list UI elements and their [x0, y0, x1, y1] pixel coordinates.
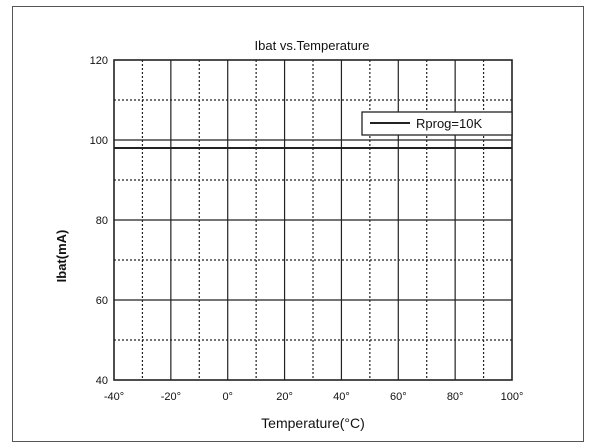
x-tick-label: 40° [333, 391, 350, 403]
x-tick-label: 20° [276, 391, 293, 403]
plot-border [113, 59, 513, 381]
x-tick-label: -20° [161, 391, 181, 403]
y-tick-labels: 40 60 80 100 120 [90, 55, 108, 387]
chart-frame [12, 6, 584, 442]
legend: Rprog=10K [361, 111, 513, 136]
x-tick-label: 60° [390, 391, 407, 403]
x-tick-labels: -40° -20° 0° 20° 40° 60° 80° 100° [104, 391, 524, 403]
y-tick-label: 60 [96, 295, 108, 307]
grid-layer [114, 60, 512, 380]
y-tick-label: 100 [90, 135, 108, 147]
legend-box [361, 111, 513, 136]
y-tick-label: 80 [96, 215, 108, 227]
y-axis-label: Ibat(mA) [54, 230, 69, 283]
x-tick-label: 0° [222, 391, 233, 403]
chart-title: Ibat vs.Temperature [255, 38, 370, 53]
x-axis-label: Temperature(°C) [261, 415, 365, 431]
y-tick-label: 120 [90, 55, 108, 67]
y-tick-label: 40 [96, 375, 108, 387]
x-tick-label: 100° [501, 391, 524, 403]
x-tick-label: 80° [447, 391, 464, 403]
legend-label: Rprog=10K [416, 116, 482, 131]
x-tick-label: -40° [104, 391, 124, 403]
